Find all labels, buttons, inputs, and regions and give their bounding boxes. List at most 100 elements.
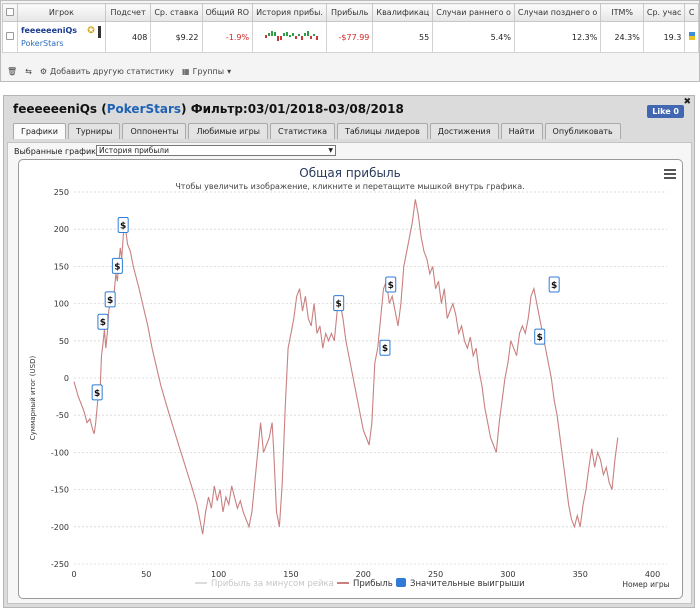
sparkline [264,31,318,41]
big-win-marker-box [548,276,560,293]
profit-chart[interactable]: Общая прибыль Чтобы увеличить изображени… [19,160,682,598]
flag-icon [689,32,695,40]
avg-stake-cell: $9.22 [150,21,203,53]
stats-toolbar: 🗑 ⇆ ⚙ Добавить другую статистику ▦ Группы ▾ [7,67,231,76]
add-stat-label: Добавить другую статистику [50,67,175,76]
groups-button[interactable]: ▦ Группы ▾ [182,67,231,76]
table-icon: ▦ [182,67,190,76]
big-win-marker-box [97,313,109,330]
big-win-marker[interactable]: $ [97,313,109,330]
big-win-marker-box [91,384,103,401]
big-win-marker-box [333,295,345,312]
big-win-marker[interactable]: $ [534,328,546,345]
tab-charts[interactable]: Графики [13,123,66,139]
col-qualified[interactable]: Квалификац [372,3,434,22]
chart-subtitle: Чтобы увеличить изображение, кликните и … [175,182,524,191]
x-tick-label: 200 [356,570,371,579]
col-late[interactable]: Случаи позднего о [513,3,602,22]
legend-profit-label: Прибыль [353,579,393,589]
big-win-marker-box [379,339,391,356]
col-history[interactable]: История прибы. [252,3,327,22]
chevron-down-icon: ▾ [227,67,232,76]
col-avg-stake[interactable]: Ср. ставка [150,3,203,22]
y-tick-label: 100 [54,300,69,309]
extra-cell [684,21,699,53]
panel-title: feeeeeeniQs (PokerStars) Фильтр:03/01/20… [13,102,404,116]
medal-icon: ✪ [87,26,95,36]
chart-legend: Прибыль за минусом рейка Прибыль Значите… [195,578,525,589]
chart-select[interactable]: История прибыли [96,145,336,156]
tab-achievements[interactable]: Достижения [429,123,499,139]
y-axis-title: Суммарный итог (USD) [29,356,37,441]
panel-network-close: ) [181,102,187,116]
tab-leaderboards[interactable]: Таблицы лидеров [336,123,428,139]
player-name-link[interactable]: feeeeeeniQs [21,26,78,35]
player-cell[interactable]: feeeeeeniQs PokerStars ✪ [17,21,106,53]
x-axis-title: Номер игры [622,580,669,589]
facebook-like-button[interactable]: Like 0 [647,105,684,118]
close-icon[interactable]: ✖ [683,97,691,107]
select-all-header[interactable] [2,3,18,22]
network-link[interactable]: PokerStars [21,39,64,48]
tab-favorite-games[interactable]: Любимые игры [188,123,268,139]
big-win-marker-label: $ [94,389,100,399]
big-win-marker[interactable]: $ [111,257,123,274]
col-extra[interactable]: С [684,3,699,22]
big-win-marker-label: $ [382,344,388,354]
big-win-marker-label: $ [336,300,342,310]
select-all-checkbox[interactable] [6,7,14,16]
big-win-marker-label: $ [120,221,126,231]
legend-item-profit[interactable]: Прибыль [337,579,393,589]
tab-statistics[interactable]: Статистика [269,123,335,139]
big-win-marker[interactable]: $ [333,295,345,312]
big-win-marker[interactable]: $ [379,339,391,356]
late-cell: 12.3% [513,21,602,53]
col-profit[interactable]: Прибыль [325,3,374,22]
chart-container[interactable]: Общая прибыль Чтобы увеличить изображени… [18,159,683,599]
big-win-marker[interactable]: $ [104,291,116,308]
row-checkbox[interactable] [6,32,14,40]
count-cell: 408 [104,21,152,53]
y-axis-labels: -250 -200 -150 -100 -50 0 50 100 150 200 250 [51,188,69,569]
refresh-button[interactable]: ⇆ [25,67,32,76]
chart-menu-icon[interactable] [664,169,676,179]
col-avg-part[interactable]: Ср. учас [642,3,686,22]
big-win-marker-box [104,291,116,308]
legend-item-big-wins[interactable]: Значительные выигрыши [396,578,525,589]
panel-tabs: Графики Турниры Оппоненты Любимые игры С… [13,123,621,139]
tab-tournaments[interactable]: Турниры [67,123,121,139]
y-tick-label: -250 [51,560,69,569]
groups-label: Группы [192,67,225,76]
col-player[interactable]: Игрок [17,3,106,22]
y-tick-label: -150 [51,486,69,495]
legend-item-rake[interactable]: Прибыль за минусом рейка [195,579,334,589]
col-roi[interactable]: Общий RO [201,3,254,22]
delete-button[interactable]: 🗑 [7,67,18,76]
table-row[interactable]: feeeeeeniQs PokerStars ✪ 408 $9.22 -1.9% [2,21,699,53]
big-win-marker[interactable]: $ [548,276,560,293]
tab-publish[interactable]: Опубликовать [544,123,621,139]
col-itm[interactable]: ITM% [600,3,644,22]
avg-part-cell: 19.3 [642,21,686,53]
big-win-marker[interactable]: $ [385,276,397,293]
tab-opponents[interactable]: Оппоненты [122,123,187,139]
x-tick-label: 300 [500,570,515,579]
x-axis-labels: 0 50 100 150 200 250 300 350 400 [71,570,660,579]
row-checkbox-cell[interactable] [2,21,18,53]
big-win-marker[interactable]: $ [91,384,103,401]
x-tick-label: 100 [211,570,226,579]
chart-select-label: Выбранные графики: [14,147,104,156]
panel-network-open: ( [101,102,107,116]
big-win-marker-box [117,216,129,233]
col-early[interactable]: Случаи раннего о [432,3,515,22]
col-count[interactable]: Подсчет [104,3,152,22]
add-stat-button[interactable]: ⚙ Добавить другую статистику [40,67,174,76]
tab-search[interactable]: Найти [500,123,543,139]
big-win-marker-box [385,276,397,293]
panel-network-link[interactable]: PokerStars [106,102,182,116]
early-cell: 5.4% [432,21,515,53]
y-tick-label: -200 [51,523,69,532]
big-win-marker[interactable]: $ [117,216,129,233]
stats-header-row: Игрок Подсчет Ср. ставка Общий RO Истори… [2,3,699,22]
profit-series-line [73,199,619,535]
